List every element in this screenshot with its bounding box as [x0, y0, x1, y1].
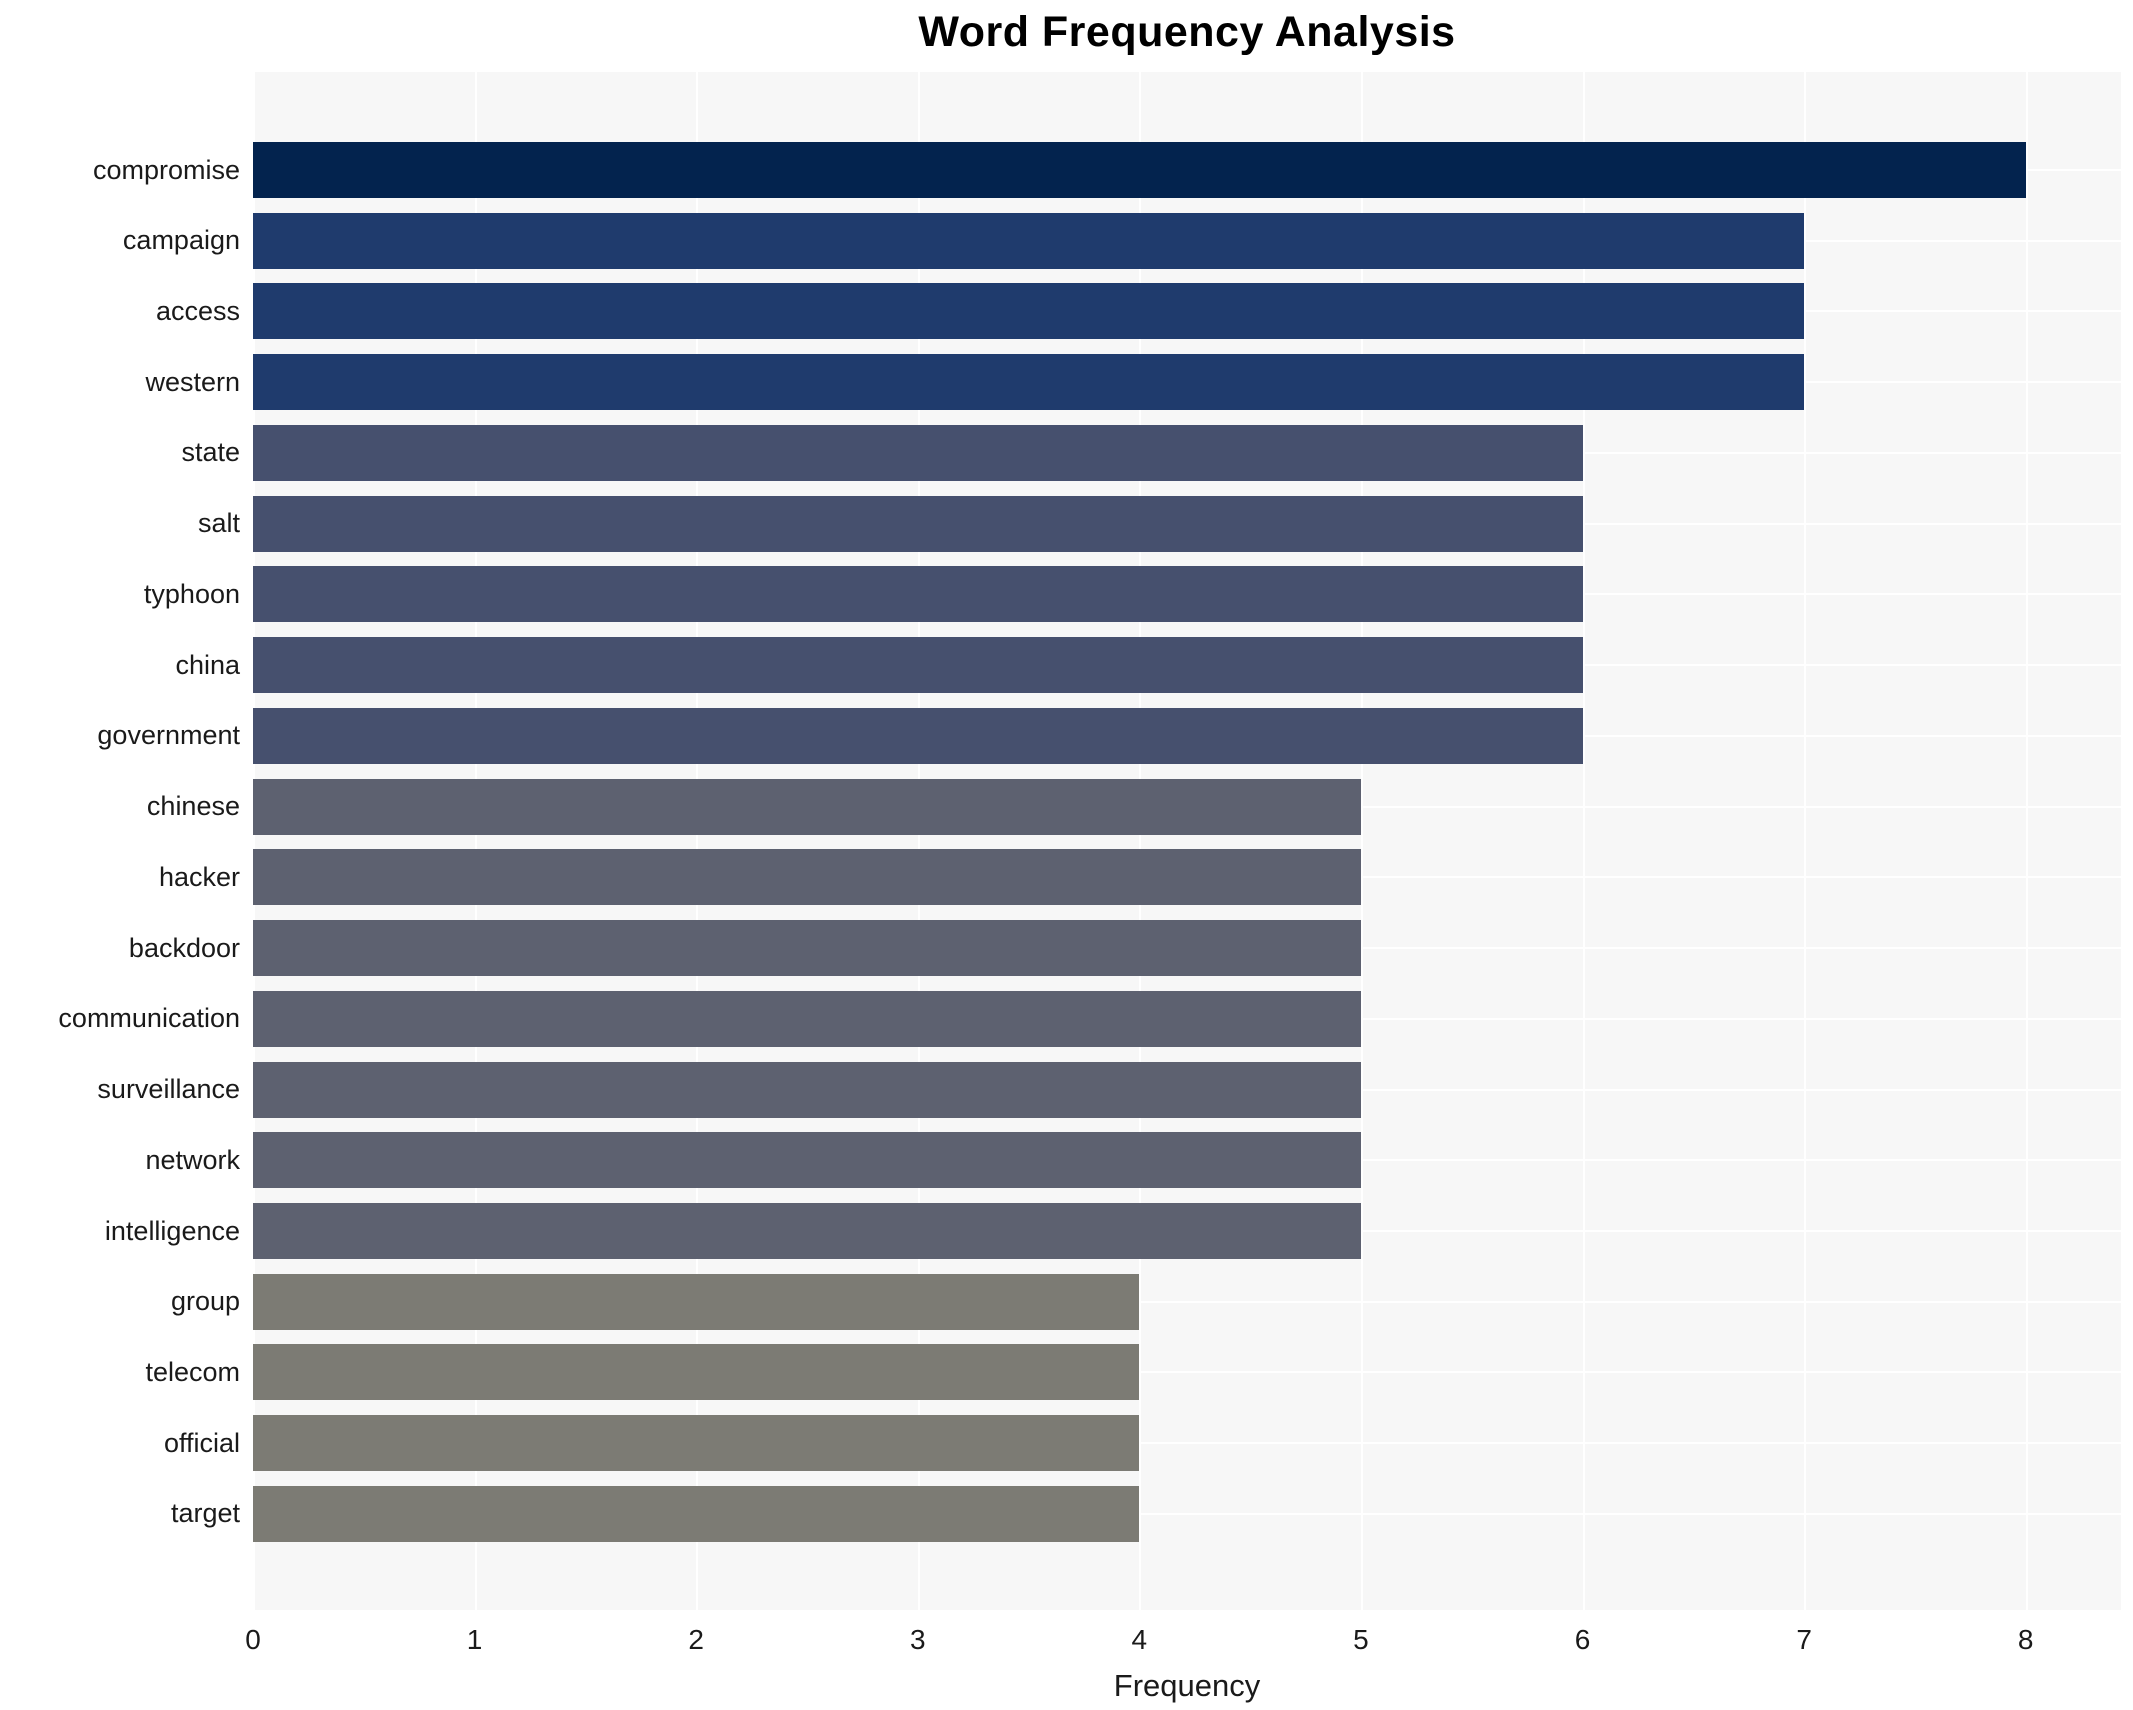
frequency-bar	[253, 990, 1361, 1047]
y-tick-label: government	[97, 720, 240, 751]
y-tick-label: network	[145, 1144, 240, 1175]
bar-row	[253, 920, 2121, 977]
chart-title: Word Frequency Analysis	[918, 8, 1456, 56]
bar-row	[253, 566, 2121, 623]
frequency-bar	[253, 283, 1805, 340]
frequency-bar	[253, 566, 1583, 623]
y-tick-label: backdoor	[128, 932, 240, 963]
bar-row	[253, 1415, 2121, 1472]
frequency-bar	[253, 1344, 1140, 1401]
y-tick-label: surveillance	[97, 1074, 240, 1105]
bar-rows	[253, 72, 2121, 1610]
y-tick-label: salt	[197, 508, 240, 539]
frequency-bar	[253, 142, 2026, 198]
x-axis-ticks: 0 1 2 3 4 5 6 7 8	[245, 1624, 2121, 1664]
y-tick-label: group	[170, 1286, 240, 1317]
bar-row	[253, 1273, 2121, 1330]
bar-row	[253, 707, 2121, 764]
bar-row	[253, 1061, 2121, 1118]
bar-row	[253, 283, 2121, 340]
plot-area	[253, 72, 2121, 1610]
bar-row	[253, 495, 2121, 552]
y-tick-label: state	[181, 437, 240, 468]
bar-row	[253, 1203, 2121, 1260]
frequency-bar	[253, 1273, 1140, 1330]
bar-row	[253, 849, 2121, 906]
x-axis-title: Frequency	[1113, 1668, 1261, 1703]
frequency-bar	[253, 354, 1805, 411]
horizontal-gridline	[253, 1371, 2121, 1374]
bar-row	[253, 990, 2121, 1047]
y-tick-label: chinese	[146, 791, 240, 822]
frequency-bar	[253, 495, 1583, 552]
frequency-bar	[253, 1203, 1361, 1260]
horizontal-gridline	[253, 1512, 2121, 1515]
y-tick-label: intelligence	[104, 1215, 240, 1246]
y-tick-label: typhoon	[143, 578, 240, 609]
bar-row	[253, 1132, 2121, 1189]
y-tick-label: communication	[58, 1003, 240, 1034]
x-tick-label: 6	[1574, 1624, 1591, 1655]
x-tick-label: 3	[909, 1624, 926, 1655]
y-tick-label: access	[155, 295, 240, 326]
bar-row	[253, 1485, 2121, 1542]
x-tick-label: 7	[1796, 1624, 1812, 1655]
frequency-bar	[253, 1485, 1140, 1542]
vertical-gridline	[1582, 72, 1585, 1610]
vertical-gridline	[696, 72, 699, 1610]
y-tick-label: official	[163, 1427, 240, 1458]
vertical-gridline	[1139, 72, 1142, 1610]
vertical-gridline	[1804, 72, 1807, 1610]
bar-row	[253, 637, 2121, 694]
y-tick-label: target	[170, 1498, 240, 1529]
frequency-bar	[253, 707, 1583, 764]
horizontal-gridline	[253, 1300, 2121, 1303]
vertical-gridline	[1360, 72, 1363, 1610]
y-tick-label: telecom	[145, 1356, 240, 1387]
frequency-bar	[253, 637, 1583, 694]
x-tick-label: 0	[245, 1624, 261, 1655]
vertical-gridline	[2025, 72, 2028, 1610]
x-tick-label: 5	[1353, 1624, 1369, 1655]
x-tick-label: 1	[466, 1624, 483, 1655]
bar-row	[253, 424, 2121, 481]
vertical-gridline	[917, 72, 920, 1610]
bar-row	[253, 142, 2121, 198]
horizontal-gridline	[253, 1442, 2121, 1445]
frequency-bar	[253, 920, 1361, 977]
vertical-gridline	[474, 72, 477, 1610]
y-tick-label: campaign	[122, 225, 240, 256]
bar-row	[253, 212, 2121, 269]
frequency-bar	[253, 1415, 1140, 1472]
frequency-bar	[253, 1061, 1361, 1118]
x-tick-label: 2	[688, 1624, 704, 1655]
bar-row	[253, 354, 2121, 411]
x-tick-label: 8	[2017, 1624, 2034, 1655]
y-axis-labels: compromise campaign access western state salt…	[0, 72, 253, 1610]
frequency-bar	[253, 212, 1805, 269]
frequency-bar	[253, 778, 1361, 835]
x-tick-label: 4	[1131, 1624, 1148, 1655]
frequency-bar	[253, 424, 1583, 481]
y-tick-label: hacker	[158, 861, 240, 892]
y-tick-label: western	[145, 366, 240, 397]
y-tick-label: compromise	[92, 154, 240, 185]
frequency-bar	[253, 1132, 1361, 1189]
bar-row	[253, 778, 2121, 835]
frequency-bar	[253, 849, 1361, 906]
y-tick-label: china	[175, 649, 240, 680]
vertical-gridline	[253, 72, 255, 1610]
bar-row	[253, 1344, 2121, 1401]
